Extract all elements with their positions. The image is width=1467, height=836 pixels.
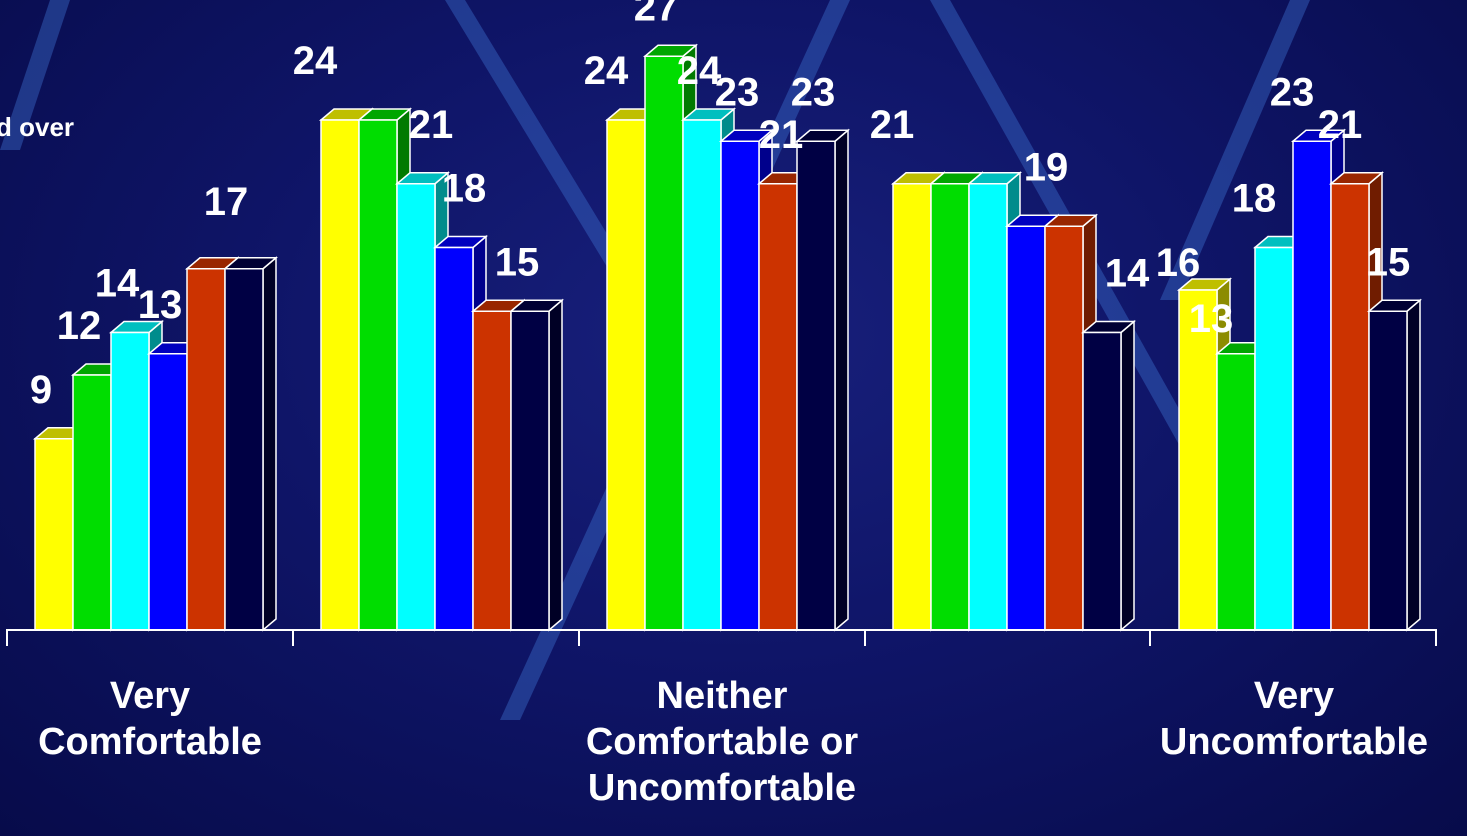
bar bbox=[508, 298, 565, 632]
category-label: Very bbox=[110, 675, 190, 717]
bar-front bbox=[396, 183, 436, 631]
legend-fragment: d over bbox=[0, 112, 74, 142]
bar-side bbox=[1120, 319, 1135, 632]
value-label: 13 bbox=[1189, 297, 1234, 341]
bar-front bbox=[358, 119, 398, 631]
bar-front bbox=[186, 268, 226, 631]
bar-front bbox=[930, 183, 970, 631]
value-label: 14 bbox=[1105, 252, 1150, 296]
bar-front bbox=[1044, 225, 1084, 631]
bar-side bbox=[548, 298, 563, 632]
legend-text-fragment: d over bbox=[0, 112, 74, 142]
value-label: 19 bbox=[1024, 145, 1069, 189]
value-label: 16 bbox=[1156, 241, 1201, 285]
bar-front bbox=[1178, 289, 1218, 631]
bar-front bbox=[606, 119, 646, 631]
value-label: 13 bbox=[138, 283, 183, 327]
category-label: Comfortable bbox=[38, 721, 262, 763]
value-label: 21 bbox=[409, 103, 454, 147]
bar bbox=[794, 128, 851, 632]
value-label: 9 bbox=[30, 368, 52, 412]
bar-group bbox=[318, 107, 565, 632]
bar-front bbox=[1216, 353, 1256, 631]
bar-group bbox=[890, 171, 1137, 632]
value-label: 23 bbox=[1270, 70, 1315, 114]
category-label: Uncomfortable bbox=[588, 767, 856, 809]
value-label: 21 bbox=[1318, 103, 1363, 147]
background-beam bbox=[0, 0, 70, 150]
bar-front bbox=[34, 438, 74, 631]
value-label: 23 bbox=[791, 70, 836, 114]
bar-front bbox=[796, 140, 836, 631]
value-label: 23 bbox=[715, 70, 760, 114]
value-label: 21 bbox=[759, 113, 804, 157]
bar-front bbox=[1368, 310, 1408, 631]
bar-front bbox=[1254, 246, 1294, 631]
bar bbox=[1080, 319, 1137, 632]
bar-front bbox=[1082, 331, 1122, 631]
value-label: 21 bbox=[870, 103, 915, 147]
bar-front bbox=[892, 183, 932, 631]
value-label: 18 bbox=[442, 167, 487, 211]
bar-front bbox=[1330, 183, 1370, 631]
x-axis bbox=[6, 629, 1437, 646]
value-label: 17 bbox=[204, 180, 249, 224]
bar-front bbox=[644, 55, 684, 631]
value-label: 12 bbox=[57, 304, 102, 348]
value-label: 27 bbox=[634, 0, 679, 29]
bar-front bbox=[472, 310, 512, 631]
bar-side bbox=[1406, 298, 1421, 632]
bars bbox=[32, 43, 1423, 632]
bar bbox=[222, 256, 279, 632]
bar-front bbox=[720, 140, 760, 631]
category-label: Comfortable or bbox=[586, 721, 859, 763]
value-label: 24 bbox=[293, 39, 338, 83]
bar-front bbox=[758, 183, 798, 631]
bar-front bbox=[434, 246, 474, 631]
bar-front bbox=[510, 310, 550, 631]
value-label: 24 bbox=[677, 49, 722, 93]
bar-front bbox=[148, 353, 188, 631]
bar-front bbox=[968, 183, 1008, 631]
value-label: 15 bbox=[1366, 240, 1411, 284]
bar-front bbox=[320, 119, 360, 631]
bar-front bbox=[1006, 225, 1046, 631]
value-label: 18 bbox=[1232, 177, 1277, 221]
value-label: 15 bbox=[495, 240, 540, 284]
background-beam bbox=[1160, 0, 1310, 300]
bar-front bbox=[224, 268, 264, 631]
value-label: 24 bbox=[584, 49, 629, 93]
category-label: Very bbox=[1254, 675, 1334, 717]
bar-group bbox=[1176, 128, 1423, 632]
bar bbox=[1366, 298, 1423, 632]
bar-front bbox=[682, 119, 722, 631]
bar-side bbox=[262, 256, 277, 632]
bar-front bbox=[1292, 140, 1332, 631]
value-label: 14 bbox=[95, 262, 140, 306]
category-label: Uncomfortable bbox=[1160, 721, 1428, 763]
bar-side bbox=[834, 128, 849, 632]
category-label: Neither bbox=[657, 675, 788, 717]
bar-group bbox=[32, 256, 279, 632]
bar-front bbox=[72, 374, 112, 631]
bar-group bbox=[604, 43, 851, 632]
bar-front bbox=[110, 331, 150, 631]
